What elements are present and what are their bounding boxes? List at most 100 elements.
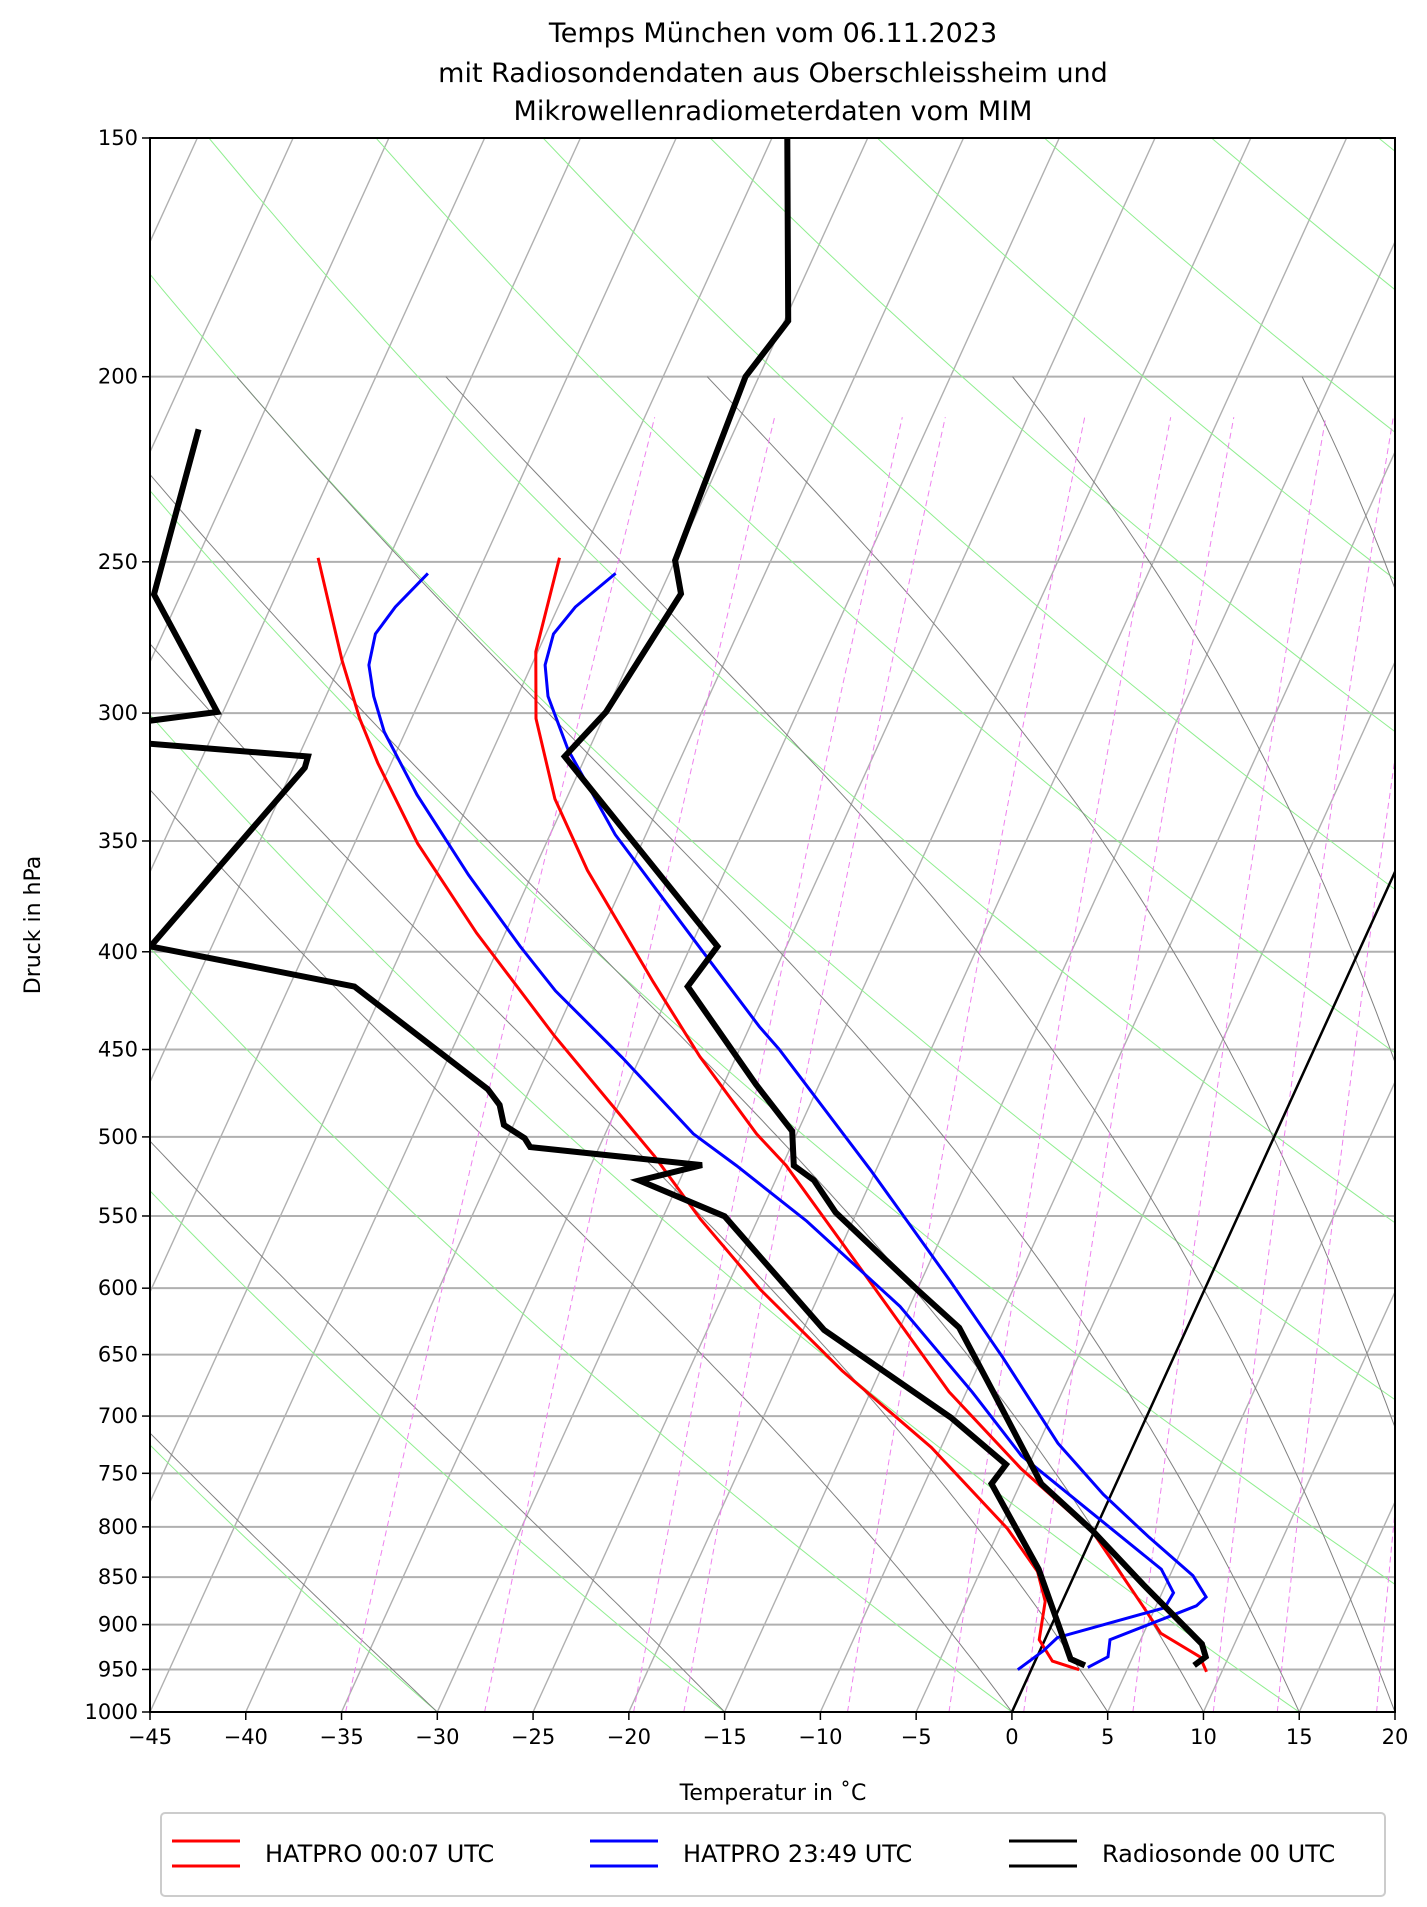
y-tick-label: 600 — [98, 1276, 138, 1300]
isotherm-line — [628, 138, 1348, 1712]
legend-label: HATPRO 00:07 UTC — [265, 1840, 494, 1868]
isotherm-line — [150, 138, 677, 1294]
moist-adiabat-line — [150, 788, 1013, 1712]
hatpro-00-07-utc-dewpoint-line — [316, 557, 1080, 1672]
isotherm-line — [150, 138, 773, 1504]
isotherm-line — [723, 240, 1395, 1712]
chart-title-line-2: mit Radiosondendaten aus Oberschleisshei… — [438, 58, 1108, 89]
zero-isotherm-line — [1010, 868, 1395, 1712]
x-tick-label: −30 — [415, 1725, 459, 1749]
dry-adiabat-line — [150, 273, 1395, 1401]
moist-adiabat-line — [706, 376, 1395, 1429]
moist-adiabat-line — [445, 376, 1395, 1712]
y-tick-label: 950 — [98, 1657, 138, 1681]
x-tick-label: −5 — [901, 1725, 932, 1749]
isotherm-line — [532, 138, 1252, 1712]
hatpro-00-07-utc-temperature-line — [534, 557, 1208, 1673]
dry-adiabat-line — [1378, 138, 1395, 152]
isotherm-line — [436, 138, 1156, 1712]
y-tick-label: 250 — [98, 550, 138, 574]
x-tick-label: 15 — [1286, 1725, 1313, 1749]
isotherm-line — [1202, 1290, 1395, 1712]
legend-label: Radiosonde 00 UTC — [1102, 1840, 1335, 1868]
y-tick-label: 150 — [98, 126, 138, 150]
chart-title-line-3: Mikrowellenradiometerdaten vom MIM — [514, 96, 1033, 127]
mixing-ratio-line — [345, 417, 656, 1712]
x-tick-label: −25 — [511, 1725, 555, 1749]
isotherm-line — [150, 138, 582, 1084]
dry-adiabat-line — [150, 1444, 438, 1712]
y-axis: 150 200 250 300 350 400 450 500 550 600 650 700 750 8… — [85, 126, 150, 1724]
x-tick-label: 10 — [1190, 1725, 1217, 1749]
dry-adiabat-line — [150, 489, 1395, 1585]
y-tick-label: 800 — [98, 1515, 138, 1539]
plot-frame — [149, 137, 1396, 1713]
mixing-ratio-line — [1023, 417, 1235, 1712]
x-tick-label: −45 — [128, 1725, 172, 1749]
isotherm-line — [0, 138, 6, 1712]
y-axis-label: Druck in hPa — [21, 856, 46, 995]
legend-label: HATPRO 23:49 UTC — [683, 1840, 912, 1868]
isotherm-line — [1107, 1080, 1395, 1712]
y-tick-label: 750 — [98, 1461, 138, 1485]
x-tick-label: −20 — [607, 1725, 651, 1749]
legend: HATPRO 00:07 UTC HATPRO 23:49 UTC Radios… — [160, 1812, 1386, 1897]
moist-adiabat-line — [1012, 376, 1395, 1064]
dry-adiabat-line — [150, 714, 1300, 1712]
y-tick-label: 400 — [98, 940, 138, 964]
data-series — [150, 138, 1210, 1673]
isotherm-line — [0, 138, 102, 1712]
legend-entry-hatpro-2349: HATPRO 23:49 UTC — [590, 1839, 912, 1868]
legend-box — [160, 1812, 1386, 1897]
x-tick-label: −35 — [319, 1725, 363, 1749]
dry-adiabat-line — [375, 138, 1395, 1054]
x-tick-label: −10 — [798, 1725, 842, 1749]
y-tick-label: 900 — [98, 1613, 138, 1637]
y-tick-label: 850 — [98, 1565, 138, 1589]
y-tick-label: 1000 — [85, 1700, 138, 1724]
moist-adiabat-line — [150, 1140, 725, 1712]
x-axis: −45 −40 −35 −30 −25 −20 −15 −10 −5 0 5 10 15 20 — [128, 1712, 1409, 1749]
moist-adiabat-line — [1301, 376, 1395, 591]
mixing-ratio-line — [633, 417, 903, 1712]
mixing-ratio-line — [948, 417, 1172, 1712]
isotherm-line — [150, 138, 869, 1712]
y-tick-label: 550 — [98, 1204, 138, 1228]
hatpro-23-49-utc-temperature-line — [543, 572, 1209, 1669]
mixing-ratio-line — [1376, 1505, 1395, 1712]
x-tick-label: 0 — [1005, 1725, 1018, 1749]
x-tick-label: −40 — [224, 1725, 268, 1749]
isotherm-line — [915, 660, 1395, 1712]
isotherm-line — [150, 138, 294, 454]
legend-entry-hatpro-0007: HATPRO 00:07 UTC — [172, 1839, 494, 1868]
y-tick-label: 350 — [98, 829, 138, 853]
y-tick-label: 500 — [98, 1125, 138, 1149]
radiosonde-00-utc-dewpoint-line — [150, 428, 1087, 1669]
background-lines — [0, 138, 1395, 1712]
y-tick-label: 200 — [98, 365, 138, 389]
y-tick-label: 300 — [98, 701, 138, 725]
isotherm-line — [1011, 870, 1395, 1712]
legend-entry-radiosonde: Radiosonde 00 UTC — [1009, 1839, 1335, 1868]
x-tick-label: 20 — [1382, 1725, 1409, 1749]
mixing-ratio-line — [1132, 417, 1327, 1712]
dry-adiabat-line — [709, 138, 1395, 733]
moist-adiabat-line — [150, 1432, 438, 1712]
radiosonde-00-utc-temperature-line — [560, 138, 1210, 1668]
y-tick-label: 450 — [98, 1037, 138, 1061]
isotherm-line — [1394, 1710, 1395, 1712]
x-tick-label: −15 — [702, 1725, 746, 1749]
isotherm-line — [245, 138, 965, 1712]
mixing-ratio-line — [484, 417, 776, 1712]
dry-adiabat-line — [542, 138, 1395, 891]
mixing-ratio-line — [847, 417, 1086, 1712]
isotherm-line — [150, 138, 486, 874]
x-axis-label: Temperatur in ˚C — [679, 1781, 867, 1806]
isotherm-line — [150, 138, 390, 664]
dry-adiabat-line — [150, 1190, 725, 1712]
mixing-ratio-line — [683, 417, 946, 1712]
dry-adiabat-line — [150, 947, 1013, 1712]
moist-adiabat-line — [236, 376, 1300, 1712]
moist-adiabat-line — [150, 643, 1109, 1712]
